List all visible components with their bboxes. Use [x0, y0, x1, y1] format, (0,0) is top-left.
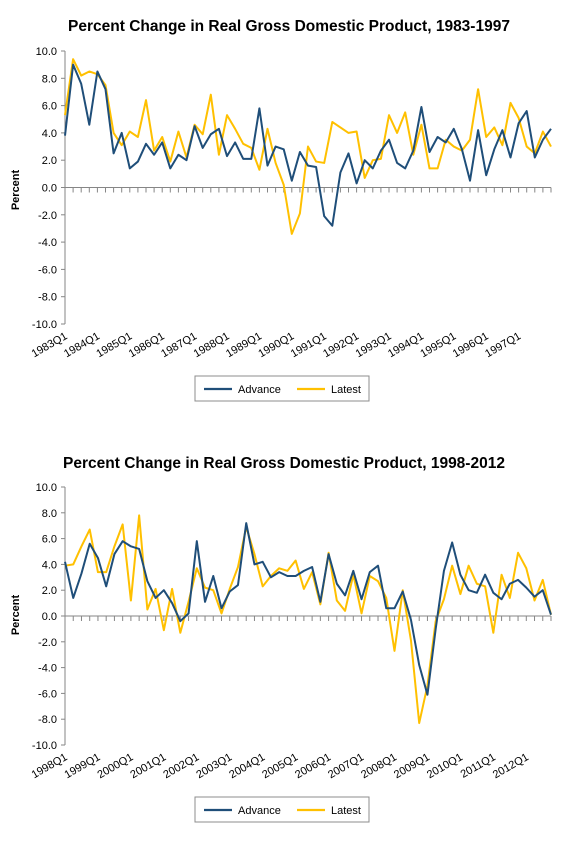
y-tick-label: 4.0 [42, 559, 57, 571]
y-tick-label: 10.0 [36, 46, 57, 58]
y-axis-title: Percent [10, 169, 22, 210]
legend-label-latest: Latest [331, 805, 361, 817]
x-tick-label: 1991Q1 [289, 330, 329, 360]
y-tick-label: -2.0 [38, 210, 57, 222]
y-tick-labels: 10.0 8.0 6.0 4.0 2.0 0.0 -2.0 -4.0 -6.0 -8.0 -10.0 [32, 46, 57, 331]
y-tick-label: -8.0 [38, 714, 57, 726]
x-tick-label: 2012Q1 [491, 751, 531, 781]
y-tick-label: -8.0 [38, 292, 57, 304]
y-tick-label: 0.0 [42, 183, 57, 195]
x-tick-label: 2004Q1 [227, 751, 267, 781]
x-tick-label: 1993Q1 [354, 330, 394, 360]
axes [61, 50, 552, 325]
y-tick-label: 10.0 [36, 482, 57, 494]
x-tick-label: 2001Q1 [128, 751, 168, 781]
x-tick-label: 2006Q1 [293, 751, 333, 781]
x-tick-label: 1999Q1 [63, 751, 103, 781]
y-tick-labels: 10.0 8.0 6.0 4.0 2.0 0.0 -2.0 -4.0 -6.0 -8.0 -10.0 [32, 482, 57, 752]
y-tick-label: -10.0 [32, 319, 57, 331]
x-tick-label: 1988Q1 [192, 330, 232, 360]
x-tick-label: 1983Q1 [30, 330, 70, 360]
x-tick-label: 1989Q1 [224, 330, 264, 360]
x-tick-label: 2011Q1 [459, 751, 498, 781]
x-tick-label: 1984Q1 [62, 330, 102, 360]
series-lines [64, 58, 552, 235]
y-axis-title: Percent [10, 594, 22, 635]
x-tick-label: 2000Q1 [95, 751, 135, 781]
x-tick-label: 1994Q1 [386, 330, 426, 360]
y-tick-label: 8.0 [42, 73, 57, 85]
x-tick-label: 2007Q1 [326, 751, 366, 781]
y-tick-label: 8.0 [42, 508, 57, 520]
x-tick-label: 1986Q1 [127, 330, 167, 360]
y-tick-label: -4.0 [38, 237, 57, 249]
x-tick-label: 2002Q1 [161, 751, 201, 781]
axes [61, 486, 552, 746]
series-line-latest [64, 514, 552, 725]
y-tick-label: -6.0 [38, 264, 57, 276]
x-tick-label: 2005Q1 [260, 751, 300, 781]
legend: Advance Latest [194, 796, 370, 823]
legend-label-latest: Latest [331, 384, 361, 396]
y-tick-label: 4.0 [42, 128, 57, 140]
y-tick-label: -4.0 [38, 663, 57, 675]
y-tick-label: 2.0 [42, 585, 57, 597]
x-tick-label: 1987Q1 [159, 330, 199, 360]
y-tick-label: 2.0 [42, 155, 57, 167]
x-tick-label: 1990Q1 [256, 330, 296, 360]
legend-label-advance: Advance [238, 384, 281, 396]
y-tick-label: -10.0 [32, 740, 57, 752]
x-tick-labels: 1998Q11999Q12000Q12001Q12002Q12003Q12004… [30, 751, 531, 781]
x-tick-label: 2003Q1 [194, 751, 234, 781]
x-tick-label: 2009Q1 [392, 751, 432, 781]
series-line-advance [64, 522, 552, 696]
x-tick-label: 1995Q1 [418, 330, 458, 360]
chart-title: Percent Change in Real Gross Domestic Pr… [68, 18, 510, 35]
x-tick-label: 1997Q1 [483, 330, 523, 360]
y-tick-label: 0.0 [42, 611, 57, 623]
x-tick-label: 1992Q1 [321, 330, 361, 360]
series-line-latest [64, 58, 552, 235]
x-tick-labels: 1983Q11984Q11985Q11986Q11987Q11988Q11989… [30, 330, 524, 360]
gdp-chart-1983-1997: Percent Change in Real Gross Domestic Pr… [10, 18, 552, 402]
x-tick-label: 1998Q1 [30, 751, 70, 781]
legend-label-advance: Advance [238, 805, 281, 817]
legend: Advance Latest [194, 375, 370, 402]
gdp-chart-1998-2012: Percent Change in Real Gross Domestic Pr… [10, 455, 552, 823]
y-tick-label: -2.0 [38, 637, 57, 649]
x-tick-label: 1985Q1 [94, 330, 134, 360]
y-tick-label: -6.0 [38, 688, 57, 700]
chart-title: Percent Change in Real Gross Domestic Pr… [63, 455, 505, 472]
series-line-advance [64, 63, 552, 227]
x-tick-label: 1996Q1 [451, 330, 491, 360]
x-tick-label: 2008Q1 [359, 751, 399, 781]
y-tick-label: 6.0 [42, 534, 57, 546]
x-tick-label: 2010Q1 [425, 751, 465, 781]
y-tick-label: 6.0 [42, 101, 57, 113]
series-lines [64, 514, 552, 725]
